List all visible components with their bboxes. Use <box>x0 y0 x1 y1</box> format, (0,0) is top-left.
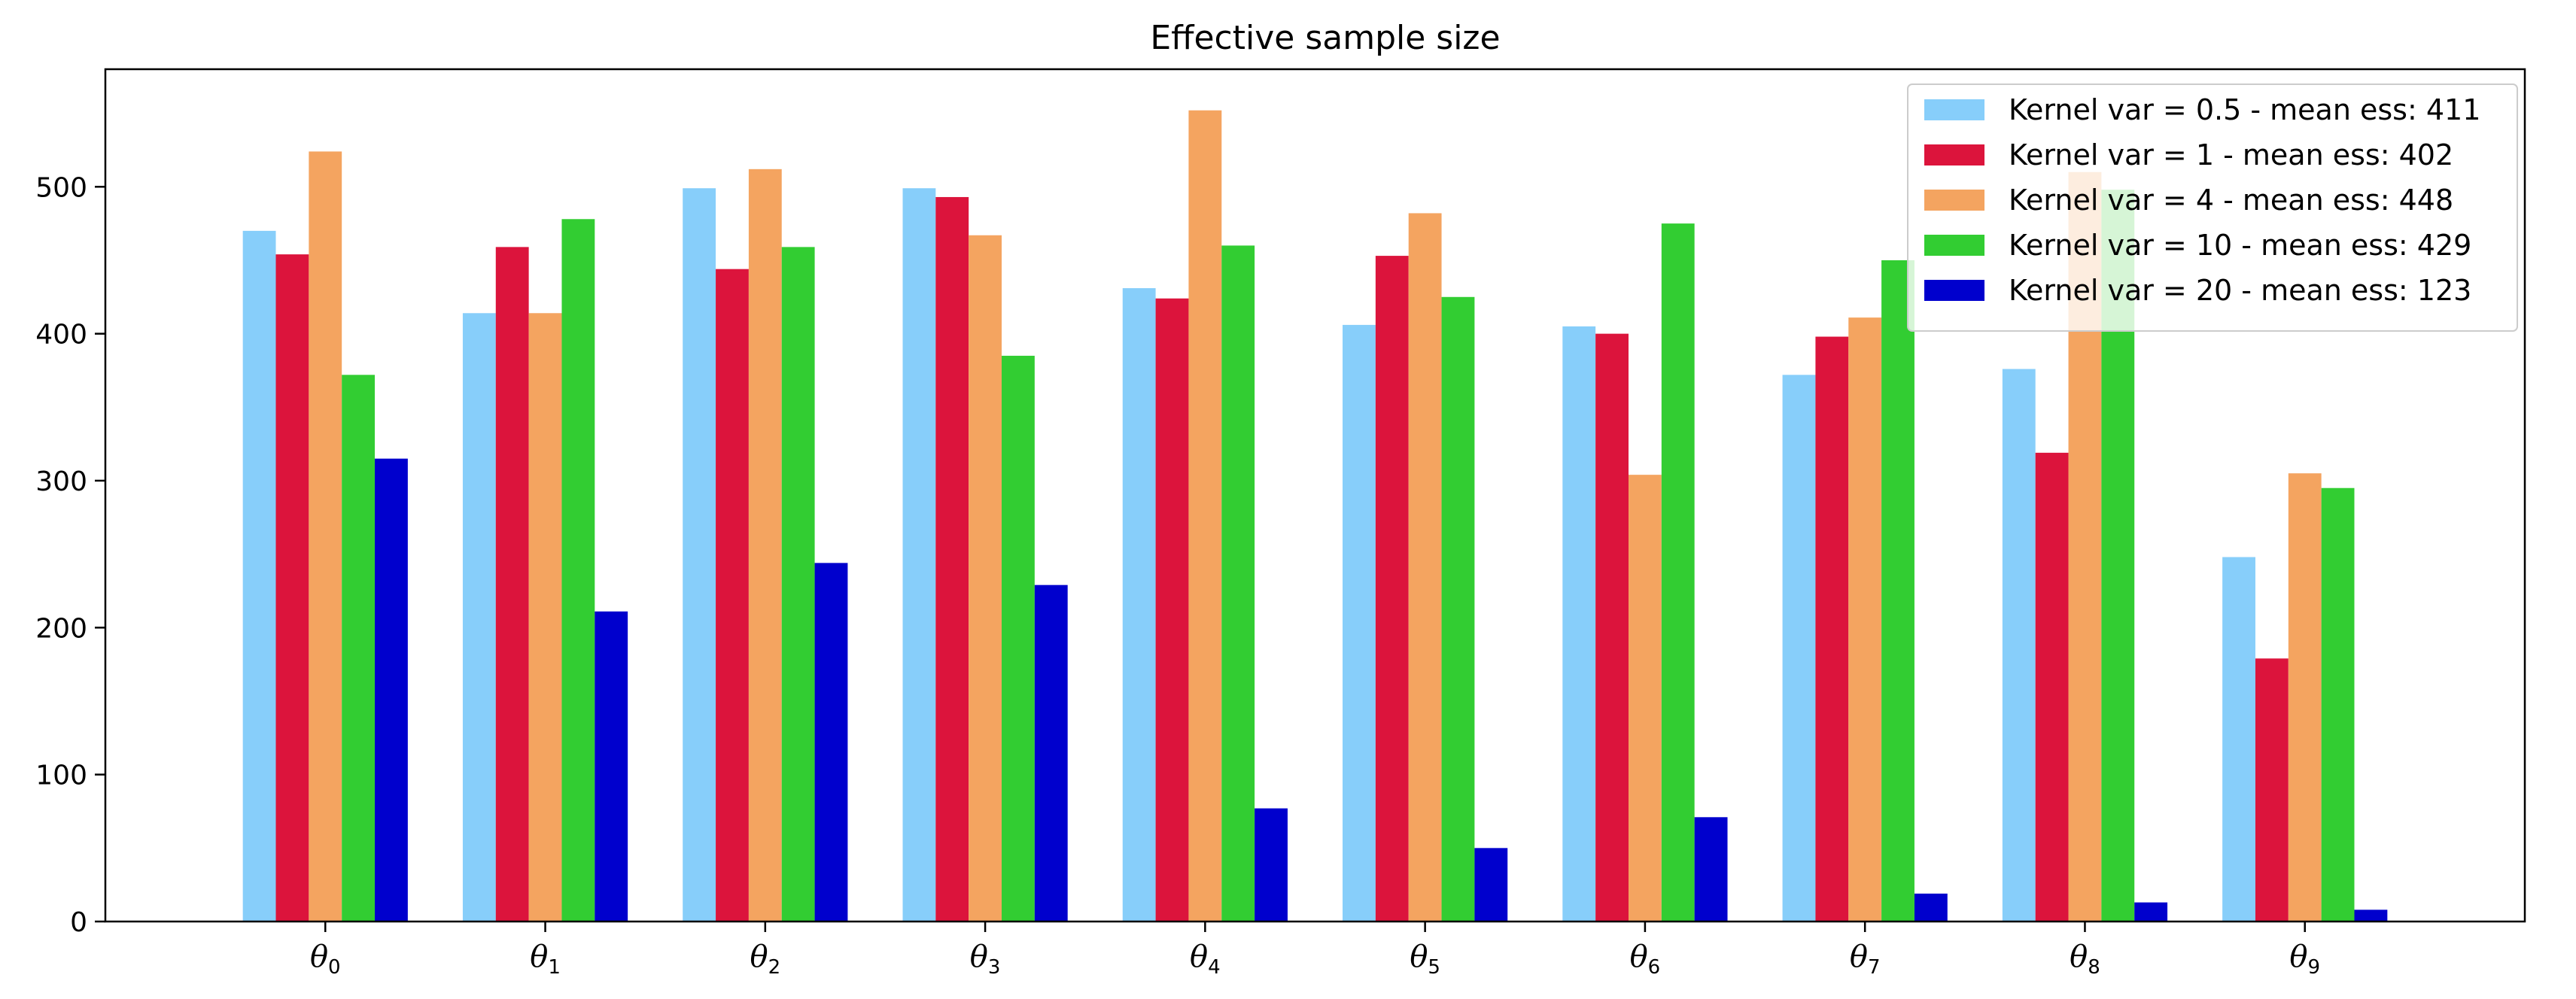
bar-series-4-cat-8 <box>2134 902 2168 922</box>
bar-series-2-cat-2 <box>748 169 782 922</box>
bar-series-1-cat-6 <box>1595 333 1629 922</box>
bar-series-3-cat-6 <box>1661 223 1695 922</box>
y-tick-label: 200 <box>35 613 87 644</box>
legend-swatch-3 <box>1924 235 1984 256</box>
bar-series-4-cat-3 <box>1034 585 1068 922</box>
bar-series-4-cat-2 <box>814 563 848 922</box>
bar-series-1-cat-5 <box>1375 256 1409 922</box>
bar-series-4-cat-6 <box>1694 817 1728 922</box>
bar-series-1-cat-9 <box>2255 658 2289 922</box>
bar-series-4-cat-5 <box>1474 848 1508 922</box>
legend-label-2: Kernel var = 4 - mean ess: 448 <box>2009 184 2453 217</box>
legend-label-4: Kernel var = 20 - mean ess: 123 <box>2009 274 2471 307</box>
bar-series-4-cat-9 <box>2354 909 2388 922</box>
y-tick-label: 100 <box>35 761 87 791</box>
x-axis: θ0 θ1 θ2 θ3 θ4 θ5 θ6 θ7 θ8 θ9 <box>310 922 2320 979</box>
x-tick-label: θ6 <box>1630 940 1661 979</box>
x-tick-label: θ0 <box>310 940 341 979</box>
bar-series-1-cat-3 <box>935 196 969 922</box>
bar-series-2-cat-9 <box>2288 473 2322 922</box>
y-tick-label: 400 <box>35 320 87 351</box>
bar-series-1-cat-4 <box>1155 298 1189 922</box>
bar-series-0-cat-9 <box>2222 557 2255 922</box>
bar-series-3-cat-4 <box>1221 245 1255 922</box>
legend-swatch-4 <box>1924 280 1984 301</box>
x-tick-label: θ9 <box>2289 940 2320 979</box>
bar-series-1-cat-0 <box>275 254 309 922</box>
y-tick-label: 300 <box>35 466 87 497</box>
bar-series-2-cat-1 <box>528 313 562 922</box>
bar-series-0-cat-2 <box>683 188 716 922</box>
bar-series-2-cat-4 <box>1188 110 1222 922</box>
x-tick-label: θ5 <box>1410 940 1440 979</box>
bar-series-2-cat-0 <box>309 151 342 922</box>
bar-series-0-cat-7 <box>1782 375 1816 922</box>
bar-series-0-cat-4 <box>1122 288 1156 922</box>
x-tick-label: θ4 <box>1190 940 1221 979</box>
bar-series-2-cat-6 <box>1628 475 1662 922</box>
legend: Kernel var = 0.5 - mean ess: 411 Kernel v… <box>1907 84 2518 332</box>
bar-series-0-cat-0 <box>242 230 276 922</box>
legend-box <box>1907 84 2518 332</box>
bar-series-3-cat-5 <box>1441 296 1475 922</box>
legend-swatch-1 <box>1924 144 1984 165</box>
bar-series-3-cat-7 <box>1881 260 1915 922</box>
y-axis: 0 100 200 300 400 500 <box>35 172 105 938</box>
bar-series-3-cat-9 <box>2321 487 2355 922</box>
bar-series-4-cat-7 <box>1914 893 1948 922</box>
legend-label-3: Kernel var = 10 - mean ess: 429 <box>2009 229 2471 262</box>
legend-label-0: Kernel var = 0.5 - mean ess: 411 <box>2009 93 2480 126</box>
bar-series-3-cat-3 <box>1002 355 1035 922</box>
x-tick-label: θ3 <box>970 940 1001 979</box>
bar-series-0-cat-6 <box>1562 326 1596 922</box>
x-tick-label: θ7 <box>1850 940 1881 979</box>
legend-label-1: Kernel var = 1 - mean ess: 402 <box>2009 138 2453 172</box>
bar-series-3-cat-0 <box>342 375 376 922</box>
y-tick-label: 500 <box>35 172 87 203</box>
x-tick-label: θ8 <box>2070 940 2100 979</box>
x-tick-label: θ2 <box>750 940 780 979</box>
legend-swatch-2 <box>1924 190 1984 211</box>
bar-series-1-cat-7 <box>1815 336 1849 922</box>
bar-series-1-cat-8 <box>2035 452 2069 922</box>
legend-swatch-0 <box>1924 99 1984 120</box>
bar-series-3-cat-2 <box>781 247 815 922</box>
bar-series-0-cat-1 <box>462 313 496 922</box>
bar-series-0-cat-5 <box>1343 324 1376 922</box>
bar-series-4-cat-0 <box>375 458 408 922</box>
bar-series-0-cat-3 <box>902 188 936 922</box>
bar-series-2-cat-3 <box>969 235 1002 922</box>
chart-title: Effective sample size <box>1150 19 1500 57</box>
bar-series-4-cat-4 <box>1255 808 1288 922</box>
bar-series-2-cat-5 <box>1408 213 1442 922</box>
x-tick-label: θ1 <box>530 940 561 979</box>
bar-series-3-cat-1 <box>561 219 595 922</box>
bar-series-1-cat-2 <box>716 269 749 922</box>
bar-series-4-cat-1 <box>595 611 628 922</box>
plot-frame <box>104 68 2526 923</box>
y-tick-label: 0 <box>70 907 87 938</box>
bar-series-2-cat-7 <box>1848 317 1882 922</box>
bar-series-0-cat-8 <box>2002 369 2036 922</box>
bars-group <box>242 110 2388 922</box>
bar-series-1-cat-1 <box>495 247 529 922</box>
